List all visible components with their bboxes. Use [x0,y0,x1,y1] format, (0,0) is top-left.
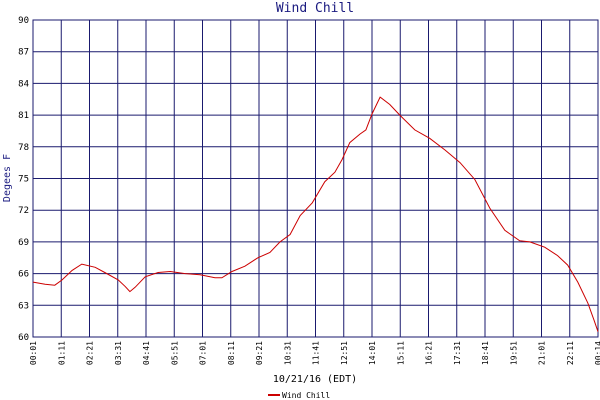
y-tick-label: 66 [18,270,29,280]
y-tick-label: 78 [18,143,29,153]
x-tick-label: 00:01 [29,341,38,365]
x-tick-label: 18:41 [481,341,490,365]
x-tick-label: 22:11 [566,341,575,365]
chart-title: Wind Chill [276,1,354,16]
y-tick-label: 81 [18,111,29,121]
x-tick-label: 03:31 [114,341,123,365]
x-tick-label: 09:21 [255,341,264,365]
y-tick-label: 87 [18,48,29,58]
x-tick-label: 21:01 [538,341,547,365]
x-tick-label: 17:31 [453,341,462,365]
y-tick-label: 69 [18,238,29,248]
x-tick-label: 02:21 [86,341,95,365]
x-axis-label: 10/21/16 (EDT) [273,374,357,385]
x-tick-label: 01:11 [57,341,66,365]
y-tick-label: 84 [18,79,29,89]
legend-label: Wind Chill [282,391,330,400]
y-tick-label: 60 [18,333,29,343]
x-tick-label: 11:41 [312,341,321,365]
y-tick-label: 75 [18,175,29,185]
x-tick-label: 14:01 [368,341,377,365]
x-tick-label: 04:41 [142,341,151,365]
x-tick-label: 16:21 [425,341,434,365]
line-series [32,96,599,332]
y-tick-label: 63 [18,301,29,311]
y-tick-label: 90 [18,16,29,26]
y-axis-label: Degees F [2,154,13,202]
x-tick-label: 12:51 [340,341,349,365]
x-tick-label: 00:14 [594,341,600,365]
x-tick-label: 10:31 [283,341,292,365]
x-tick-label: 07:01 [199,341,208,365]
x-tick-label: 15:11 [396,341,405,365]
x-tick-label: 05:51 [170,341,179,365]
x-tick-label: 19:51 [509,341,518,365]
y-tick-label: 72 [18,206,29,216]
x-tick-label: 08:11 [227,341,236,365]
